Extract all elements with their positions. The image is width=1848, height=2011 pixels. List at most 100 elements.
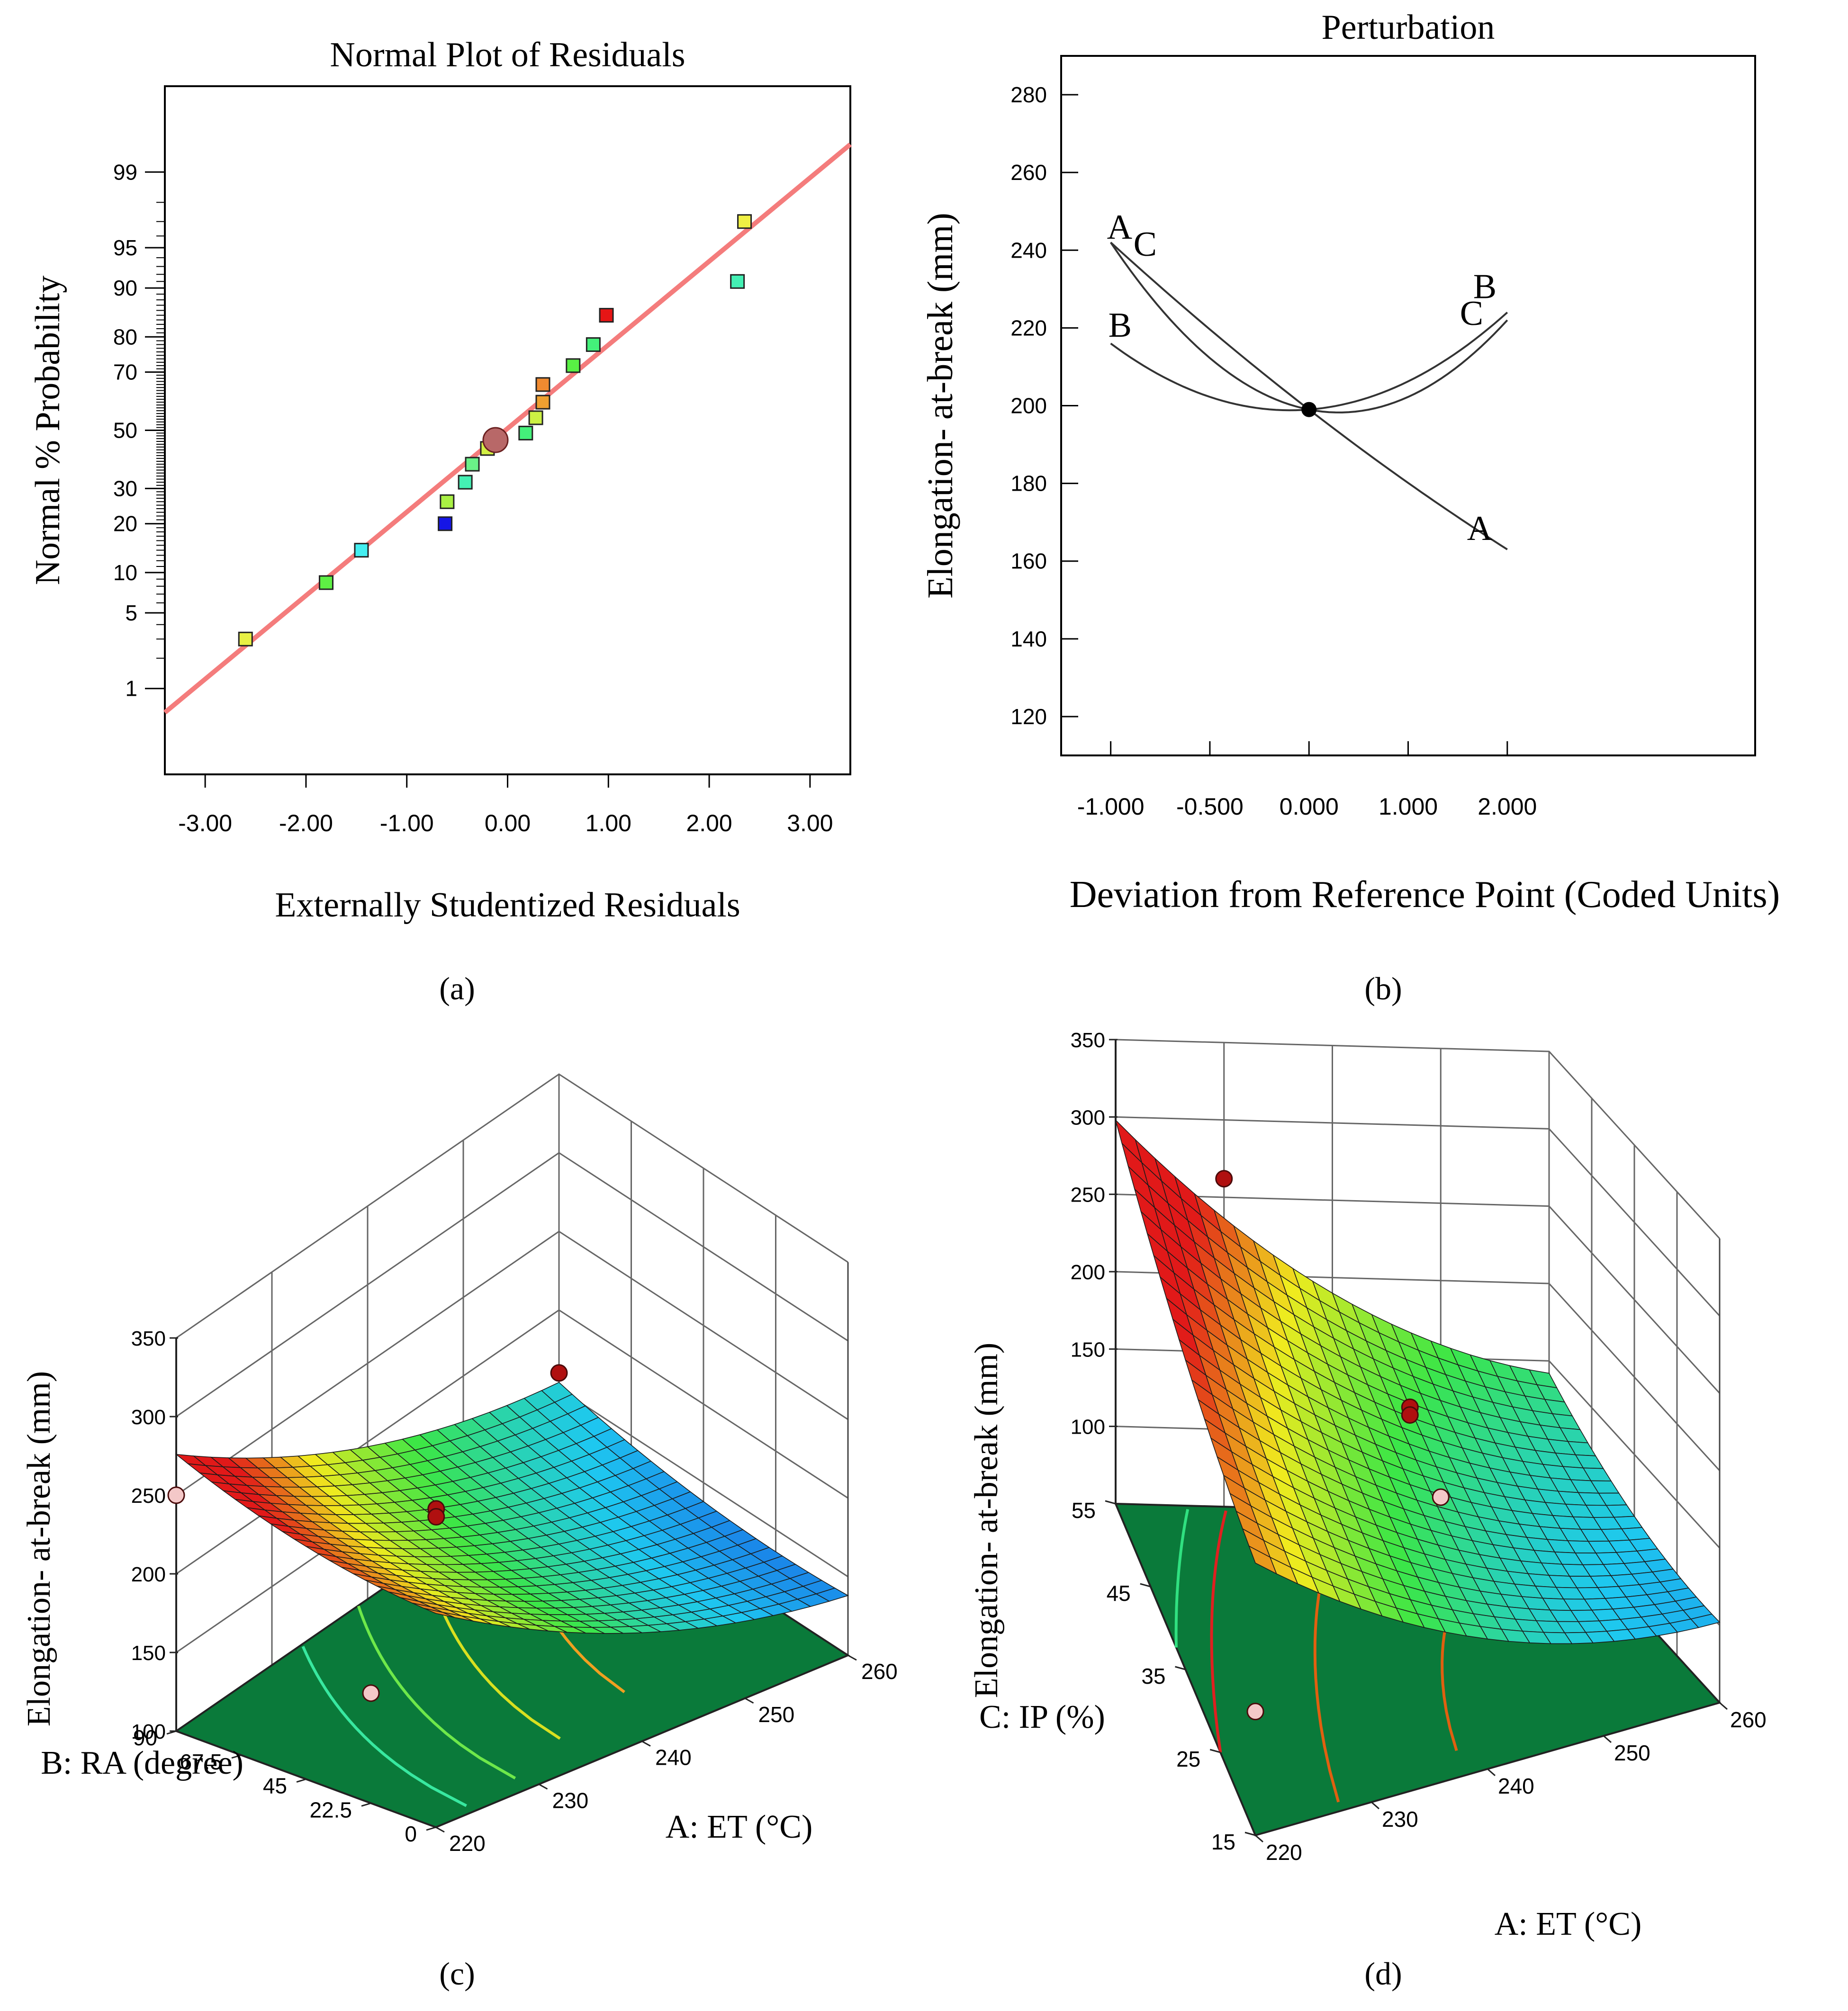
d-x-tick — [1603, 1735, 1612, 1743]
c-z-tick-label: 300 — [131, 1406, 166, 1429]
c-y-tick — [231, 1754, 242, 1759]
a-residual-point — [737, 214, 752, 229]
d-y-tick — [1209, 1749, 1221, 1753]
a-y-tick-label: 5 — [125, 601, 137, 625]
c-x-tick-label: 250 — [758, 1702, 795, 1727]
d-x-tick-label: 250 — [1614, 1741, 1650, 1765]
panel-c-surface-plot: 100 150 200 250 300 350 220 230 240 250 260 0 22.5 45… — [21, 1073, 898, 1856]
c-surface-cell — [424, 1608, 455, 1618]
a-y-tick-label: 95 — [113, 235, 137, 260]
d-design-point — [1401, 1406, 1419, 1424]
d-x-tick — [1719, 1702, 1728, 1710]
a-y-tick-label: 50 — [113, 418, 137, 443]
c-y-tick-label: 45 — [263, 1774, 287, 1798]
c-x-tick — [435, 1826, 445, 1833]
d-x-tick-label: 240 — [1498, 1774, 1534, 1798]
panel-b-perturbation-plot: Perturbation Deviation from Reference Poi… — [920, 8, 1780, 916]
c-design-point — [362, 1684, 380, 1702]
b-label-b-left: B — [1109, 306, 1132, 345]
b-y-tick-label: 260 — [1010, 160, 1047, 185]
b-label-c-right: C — [1460, 294, 1483, 333]
a-residual-point — [535, 395, 550, 410]
a-residual-point — [528, 410, 543, 425]
b-y-tick-label: 120 — [1010, 704, 1047, 729]
a-residual-point — [586, 337, 601, 352]
c-floor-contour — [301, 1646, 467, 1807]
c-y-tick-label: 90 — [133, 1725, 157, 1750]
b-y-tick-label: 140 — [1010, 627, 1047, 651]
b-label-b-right: B — [1473, 268, 1496, 306]
c-x-tick — [641, 1741, 651, 1747]
a-x-axis-label: Externally Studentized Residuals — [275, 886, 740, 925]
a-residual-point — [458, 475, 473, 490]
d-x-tick-label: 220 — [1266, 1840, 1302, 1865]
d-y-tick-label: 25 — [1176, 1747, 1200, 1771]
b-y-tick-label: 180 — [1010, 471, 1047, 496]
a-residual-point — [518, 425, 533, 440]
d-y-tick — [1175, 1666, 1186, 1670]
d-y-tick-label: 55 — [1072, 1498, 1096, 1523]
d-x-tick-label: 260 — [1730, 1707, 1767, 1732]
c-x-tick-label: 240 — [655, 1745, 692, 1770]
c-y-tick — [166, 1730, 177, 1735]
c-design-point — [427, 1508, 445, 1526]
b-plot-frame — [1060, 55, 1756, 756]
b-y-tick-label: 200 — [1010, 394, 1047, 418]
a-residual-point — [599, 308, 614, 323]
a-residual-point — [438, 516, 453, 531]
d-x-tick — [1255, 1834, 1263, 1843]
d-floor-contour — [1174, 1509, 1190, 1648]
b-label-c-left: C — [1134, 225, 1157, 264]
c-design-point — [550, 1364, 568, 1382]
a-x-tick-label: 0.00 — [485, 810, 531, 836]
d-z-tick-label: 250 — [1071, 1184, 1105, 1207]
a-residual-point — [318, 575, 334, 590]
d-y-axis-label: C: IP (%) — [979, 1699, 1105, 1735]
c-z-tick-label: 200 — [131, 1563, 166, 1586]
a-center-marker — [482, 427, 509, 453]
c-x-tick — [847, 1654, 857, 1661]
a-residual-point — [566, 358, 581, 373]
b-x-tick-label: -1.000 — [1077, 793, 1145, 820]
b-label-a-right: A — [1467, 509, 1492, 548]
a-x-tick-label: -1.00 — [380, 810, 434, 836]
b-x-tick-label: 1.000 — [1379, 793, 1438, 820]
a-x-tick-label: 3.00 — [787, 810, 833, 836]
c-x-tick — [538, 1783, 548, 1790]
a-y-tick-label: 99 — [113, 160, 137, 184]
a-y-axis-label: Normal % Probability — [28, 276, 67, 585]
panel-a-normal-plot: Normal Plot of Residuals Externally Stude… — [28, 36, 852, 925]
b-y-tick-label: 240 — [1010, 238, 1047, 262]
d-surface-cell — [1248, 1545, 1278, 1575]
c-z-tick-label: 150 — [131, 1642, 166, 1665]
c-x-tick-label: 220 — [449, 1831, 486, 1856]
c-y-tick-label: 67.5 — [180, 1750, 222, 1774]
d-y-tick — [1140, 1583, 1151, 1588]
a-y-tick-label: 90 — [113, 276, 137, 300]
b-reference-point — [1301, 402, 1317, 417]
a-residual-point — [730, 274, 745, 289]
c-x-tick-label: 230 — [552, 1788, 589, 1813]
c-x-tick-label: 260 — [861, 1659, 898, 1684]
panel-label-d: (d) — [1364, 1956, 1402, 1992]
c-z-tick-label: 100 — [131, 1720, 166, 1743]
c-design-point — [167, 1486, 185, 1504]
c-z-tick-label: 250 — [131, 1484, 166, 1508]
d-z-axis-label: Elongation- at-break (mm) — [968, 1343, 1005, 1698]
a-y-tick-label: 1 — [125, 676, 137, 701]
d-x-tick — [1487, 1768, 1496, 1777]
c-y-tick-label: 0 — [405, 1822, 417, 1846]
b-series-line-b — [1110, 312, 1508, 412]
a-residual-point — [354, 543, 369, 558]
c-y-tick — [296, 1778, 306, 1783]
a-residual-point — [535, 377, 550, 392]
a-x-tick-label: 1.00 — [586, 810, 631, 836]
a-x-tick-label: -3.00 — [178, 810, 232, 836]
a-fit-line — [163, 142, 852, 715]
c-y-tick — [426, 1826, 436, 1831]
d-z-tick-label: 100 — [1071, 1416, 1105, 1439]
c-x-tick — [744, 1697, 754, 1704]
b-label-a-left: A — [1107, 208, 1132, 247]
b-x-tick-label: 0.000 — [1280, 793, 1339, 820]
a-x-tick-label: -2.00 — [279, 810, 333, 836]
